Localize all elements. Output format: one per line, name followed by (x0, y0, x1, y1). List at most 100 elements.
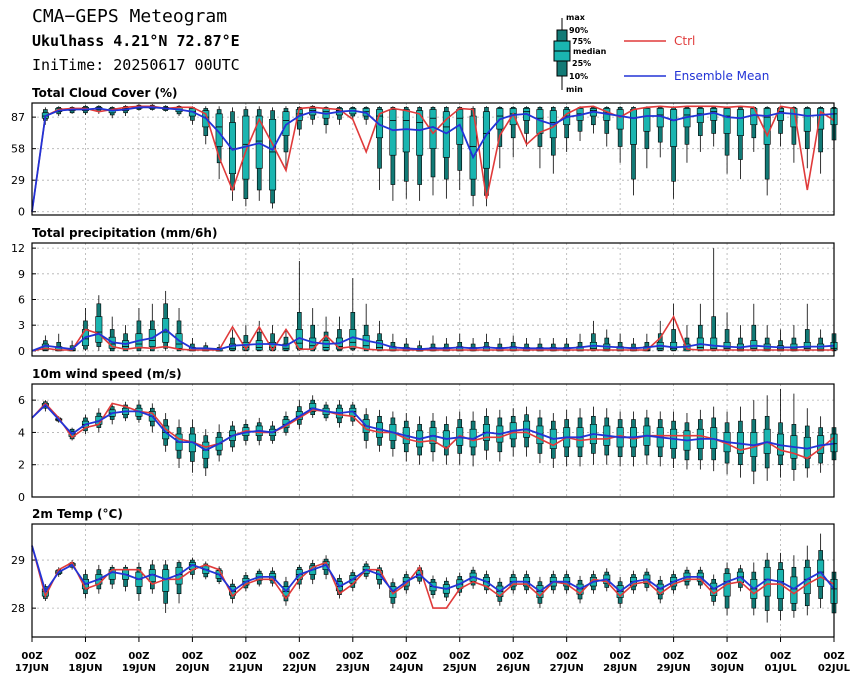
ensemble-box (175, 560, 183, 604)
x-tick-time: 00Z (770, 651, 791, 662)
box-inner (670, 109, 678, 147)
ensemble-box (429, 413, 437, 462)
x-tick-date: 19JUN (122, 663, 156, 674)
box-inner (817, 108, 825, 130)
box-inner (389, 109, 397, 156)
panel-frame (31, 242, 835, 357)
ensemble-box (536, 409, 544, 464)
ensemble-mean-line (31, 106, 835, 212)
x-tick-time: 00Z (75, 651, 96, 662)
panel-1: Total Cloud Cover (%) 0 29 58 87 (11, 86, 838, 219)
ensemble-box (536, 106, 544, 169)
y-tick-label: 87 (11, 111, 25, 124)
ensemble-box (616, 411, 624, 467)
ensemble-box (162, 560, 170, 613)
x-tick-date: 20JUN (175, 663, 209, 674)
box-inner (803, 566, 811, 595)
x-tick-date: 23JUN (336, 663, 370, 674)
box-inner (402, 109, 410, 153)
y-tick-label: 4 (18, 426, 25, 439)
x-tick-date: 26JUN (496, 663, 530, 674)
x-tick-date: 22JUN (282, 663, 316, 674)
box-inner (616, 109, 624, 130)
ensemble-box (389, 106, 397, 201)
ensemble-box (309, 395, 317, 418)
box-outer (818, 107, 823, 153)
box-inner (269, 119, 277, 191)
box-inner (255, 340, 263, 351)
ensemble-box (670, 303, 678, 352)
ensemble-box (777, 388, 785, 478)
x-tick-time: 00Z (342, 651, 363, 662)
panel-2: Total precipitation (mm/6h) 0 3 6 9 12 (11, 226, 838, 358)
x-tick-date: 21JUN (229, 663, 263, 674)
ensemble-box (309, 560, 317, 585)
box-inner (416, 110, 424, 156)
x-tick-date: 01JUL (764, 663, 797, 674)
box-inner (282, 343, 290, 351)
panel-frame (31, 102, 835, 216)
box-inner (643, 108, 651, 132)
x-tick-time: 00Z (610, 651, 631, 662)
ensemble-box (376, 409, 384, 452)
x-tick-date: 18JUN (68, 663, 102, 674)
box-outer (724, 329, 730, 352)
x-tick-time: 00Z (823, 651, 844, 662)
x-tick-date: 24JUN (389, 663, 423, 674)
x-tick-time: 00Z (182, 651, 203, 662)
box-outer (671, 329, 676, 352)
ensemble-box (589, 406, 597, 465)
panel-title: Total Cloud Cover (%) (32, 86, 178, 100)
ensemble-box (616, 576, 624, 609)
ensemble-box (309, 308, 317, 352)
box-inner (803, 108, 811, 132)
y-tick-label: 6 (18, 394, 25, 407)
ensemble-box (817, 329, 825, 352)
ensemble-box (629, 106, 637, 196)
ensemble-box (135, 308, 143, 352)
ensemble-box (790, 393, 798, 481)
ensemble-box (255, 106, 263, 201)
ensemble-box (589, 106, 597, 134)
ensemble-box (763, 106, 771, 196)
ensemble-box (549, 413, 557, 468)
ensemble-box (656, 106, 664, 158)
ensemble-box (108, 564, 116, 589)
x-tick-time: 00Z (235, 651, 256, 662)
ensemble-box (135, 562, 143, 601)
y-tick-label: 58 (11, 143, 25, 156)
ensemble-box (817, 533, 825, 609)
y-tick-label: 29 (11, 174, 25, 187)
ensemble-box (402, 106, 410, 199)
ensemble-box (710, 248, 718, 352)
y-tick-label: 0 (18, 345, 25, 358)
box-inner (442, 111, 450, 158)
ensemble-box (456, 106, 464, 190)
box-inner (362, 335, 370, 350)
ensemble-box (763, 395, 771, 481)
panel-title: Total precipitation (mm/6h) (32, 226, 217, 240)
ensemble-box (148, 303, 156, 352)
ensemble-mean-line (31, 328, 835, 352)
ensemble-box (108, 106, 116, 119)
ensemble-box (349, 278, 357, 351)
ensemble-box (442, 106, 450, 199)
panel-frame (31, 523, 835, 638)
box-outer (711, 316, 717, 352)
x-tick-time: 00Z (663, 651, 684, 662)
x-tick-date: 17JUN (15, 663, 49, 674)
x-tick-date: 30JUN (710, 663, 744, 674)
y-tick-label: 12 (11, 242, 25, 255)
box-inner (790, 576, 798, 604)
ctrl-line (31, 402, 835, 460)
box-inner (322, 340, 330, 351)
ensemble-box (322, 106, 330, 134)
ensemble-box (429, 106, 437, 196)
ensemble-box (122, 564, 130, 592)
ensemble-box (229, 329, 237, 352)
ensemble-box (202, 429, 210, 477)
ensemble-mean-line (31, 403, 835, 452)
ensemble-box (242, 325, 250, 352)
ensemble-mean-line (31, 545, 835, 594)
y-tick-label: 0 (18, 206, 25, 219)
